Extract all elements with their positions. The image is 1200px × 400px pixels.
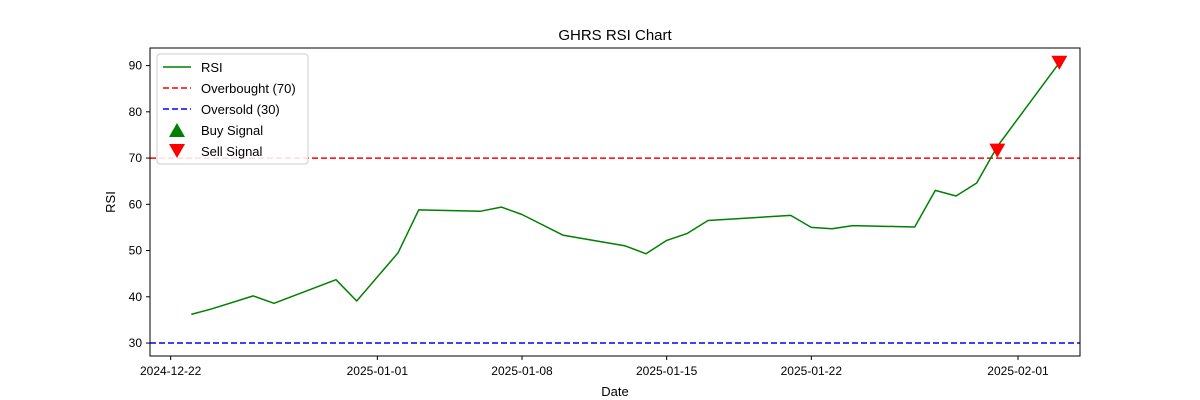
x-tick-label-0: 2024-12-22 [140, 364, 202, 378]
x-axis-label: Date [601, 384, 628, 399]
x-tick-label-2: 2025-01-08 [491, 364, 553, 378]
x-tick-label-4: 2025-01-22 [781, 364, 843, 378]
legend-label-0: RSI [201, 60, 223, 75]
x-tick-label-5: 2025-02-01 [987, 364, 1049, 378]
sell-signal-marker-1 [1051, 55, 1068, 70]
y-tick-label-5: 80 [129, 105, 143, 119]
y-tick-label-2: 50 [129, 244, 143, 258]
x-axis: 2024-12-22 2025-01-01 2025-01-08 2025-01-15… [140, 356, 1049, 378]
series-line-0 [191, 62, 1060, 316]
y-tick-label-3: 60 [129, 197, 143, 211]
chart-title: GHRS RSI Chart [558, 27, 672, 44]
legend-label-4: Sell Signal [201, 144, 263, 159]
legend-swatch-4 [169, 144, 185, 158]
legend-label-1: Overbought (70) [201, 81, 296, 96]
legend-box [156, 53, 309, 165]
x-tick-label-3: 2025-01-15 [636, 364, 698, 378]
legend-swatch-3 [169, 123, 185, 137]
legend: RSI Overbought (70) Oversold (30) Buy Signa… [156, 53, 309, 165]
y-tick-label-0: 30 [129, 336, 143, 350]
y-tick-label-1: 40 [129, 290, 143, 304]
y-tick-label-6: 90 [129, 59, 143, 73]
sell-signal-marker-0 [989, 143, 1006, 158]
y-axis: 30 40 50 60 70 80 90 [129, 59, 150, 350]
y-tick-label-4: 70 [129, 151, 143, 165]
x-tick-label-1: 2025-01-01 [347, 364, 409, 378]
legend-label-2: Oversold (30) [201, 102, 280, 117]
plot-frame [149, 47, 1081, 357]
legend-label-3: Buy Signal [201, 123, 263, 138]
y-axis-label: RSI [103, 191, 118, 213]
